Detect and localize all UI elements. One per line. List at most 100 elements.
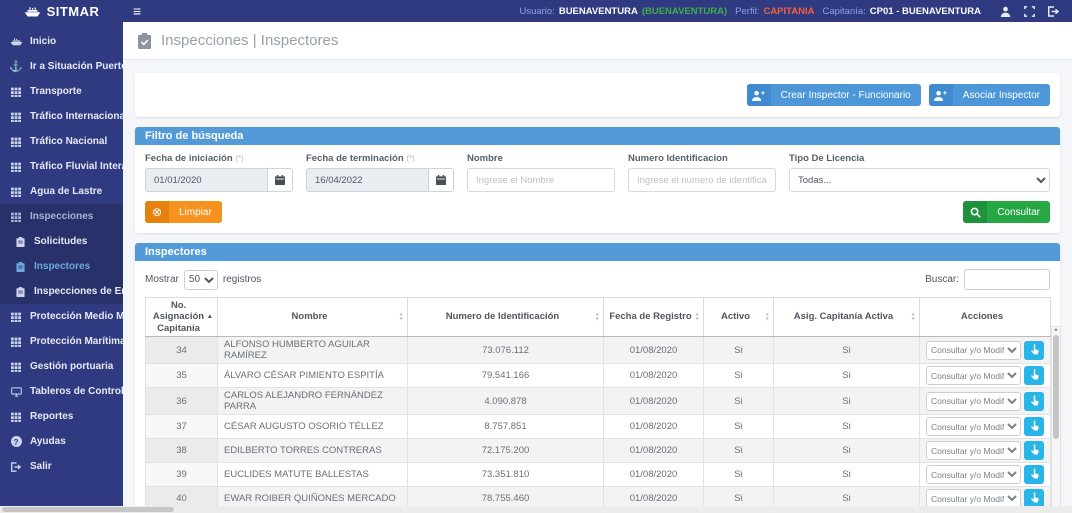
page-size-select[interactable]: 50 [184, 270, 218, 290]
hand-pointer-icon [1029, 443, 1040, 458]
cell-active: Si [704, 415, 774, 439]
sidebar-item-reportes[interactable]: Reportes [0, 404, 123, 429]
go-action-button[interactable] [1024, 417, 1044, 436]
brand-text: SITMAR [47, 4, 100, 19]
logout-icon[interactable] [1048, 6, 1060, 17]
calendar-icon[interactable] [267, 169, 292, 191]
captaincy-label: Capitanía: [822, 6, 865, 17]
sidebar-item-inspectores[interactable]: Inspectores [0, 254, 123, 279]
sidebar-item-solicitudes[interactable]: Solicitudes [0, 229, 123, 254]
session-info: Usuario: BUENAVENTURA (BUENAVENTURA) Per… [519, 6, 981, 17]
associate-inspector-button[interactable]: Asociar Inspector [929, 84, 1050, 106]
profile-value: CAPITANIA [763, 6, 814, 17]
column-header-identificacion[interactable]: Numero de Identificación▲▼ [408, 298, 604, 337]
sidebar-item-label: Protección Medio Marino [30, 311, 123, 322]
row-action-select[interactable]: Consultar y/o Modificar [926, 441, 1021, 460]
table-vertical-scrollbar[interactable]: ▲ ▼ [1051, 326, 1061, 513]
sidebar-item-label: Inspecciones [30, 211, 93, 222]
table-row: 35 ÁLVARO CÉSAR PIMIENTO ESPITÍA 79.541.… [146, 364, 1051, 388]
grid-icon [9, 112, 23, 122]
user-value: BUENAVENTURA [559, 6, 638, 17]
start-date-input[interactable] [146, 169, 267, 191]
cell-active: Si [704, 439, 774, 463]
scrollbar-thumb[interactable] [2, 507, 174, 512]
id-number-input[interactable] [628, 168, 776, 192]
cell-name: CARLOS ALEJANDRO FERNÁNDEZ PARRA [218, 388, 408, 415]
filter-panel: Filtro de búsqueda Fecha de iniciación (… [135, 127, 1060, 233]
table-search-input[interactable] [964, 269, 1050, 290]
sidebar-item-proteccion-medio-marino[interactable]: Protección Medio Marino [0, 304, 123, 329]
row-action-select[interactable]: Consultar y/o Modificar [926, 341, 1021, 360]
cell-name: EDILBERTO TORRES CONTRERAS [218, 439, 408, 463]
sidebar-item-label: Ir a Situación Puertos [30, 61, 123, 72]
sidebar-item-gestion-portuaria[interactable]: Gestión portuaria [0, 354, 123, 379]
column-header-nombre[interactable]: Nombre▲▼ [218, 298, 408, 337]
clipboard-icon [13, 237, 27, 247]
column-header-activo[interactable]: Activo▲▼ [704, 298, 774, 337]
sidebar-item-agua-de-lastre[interactable]: Agua de Lastre [0, 179, 123, 204]
go-action-button[interactable] [1024, 366, 1044, 385]
cell-id: 73.076.112 [408, 337, 604, 364]
hand-pointer-icon [1029, 368, 1040, 383]
fullscreen-icon[interactable] [1024, 6, 1035, 17]
sidebar-item-ayudas[interactable]: ? Ayudas [0, 429, 123, 454]
calendar-icon[interactable] [428, 169, 453, 191]
brand[interactable]: SITMAR [0, 4, 123, 19]
sidebar-item-transporte[interactable]: Transporte [0, 79, 123, 104]
sidebar-item-inicio[interactable]: Inicio [0, 29, 123, 54]
sidebar-item-trafico-nacional[interactable]: Tráfico Nacional [0, 129, 123, 154]
column-header-fecha[interactable]: Fecha de Registro▲▼ [604, 298, 704, 337]
sort-icon: ▲▼ [765, 313, 770, 322]
sort-asc-icon: ▲ [207, 313, 213, 321]
table-row: 36 CARLOS ALEJANDRO FERNÁNDEZ PARRA 4.09… [146, 388, 1051, 415]
sidebar-item-salir[interactable]: Salir [0, 454, 123, 479]
sidebar-item-situacion-puertos[interactable]: ⚓ Ir a Situación Puertos [0, 54, 123, 79]
cell-assign: Si [774, 364, 920, 388]
column-header-no[interactable]: No. Asignación Capitanía▲ [146, 298, 218, 337]
cell-active: Si [704, 388, 774, 415]
column-header-asig[interactable]: Asig. Capitanía Activa▲▼ [774, 298, 920, 337]
sidebar-item-trafico-fluvial[interactable]: Tráfico Fluvial Inter/Nal [0, 154, 123, 179]
sidebar-item-proteccion-maritima[interactable]: Protección Marítima [0, 329, 123, 354]
hand-pointer-icon [1029, 343, 1040, 358]
filter-panel-title: Filtro de búsqueda [135, 127, 1060, 145]
scrollbar-thumb[interactable] [1053, 335, 1059, 439]
name-input[interactable] [467, 168, 615, 192]
end-date-input[interactable] [307, 169, 428, 191]
inspectors-table: No. Asignación Capitanía▲ Nombre▲▼ Numer… [145, 297, 1051, 511]
sidebar-item-trafico-internacional[interactable]: Tráfico Internacional [0, 104, 123, 129]
page-title-bar: Inspecciones | Inspectores [123, 22, 1072, 60]
page-horizontal-scrollbar[interactable] [0, 506, 1072, 513]
grid-icon [9, 162, 23, 172]
scroll-up-arrow-icon[interactable]: ▲ [1053, 327, 1058, 334]
sidebar-item-label: Tráfico Internacional [30, 111, 123, 122]
create-inspector-button[interactable]: Crear Inspector - Funcionario [747, 84, 921, 106]
cell-assign: Si [774, 415, 920, 439]
clear-button[interactable]: ⊗ Limpiar [145, 201, 222, 223]
question-icon: ? [9, 436, 23, 447]
go-action-button[interactable] [1024, 392, 1044, 411]
sidebar-item-label: Tableros de Control [30, 386, 123, 397]
cell-date: 01/08/2020 [604, 364, 704, 388]
go-action-button[interactable] [1024, 465, 1044, 484]
sidebar-item-inspecciones-empresas[interactable]: Inspecciones de Empresas [0, 279, 123, 304]
sidebar-item-inspecciones[interactable]: Inspecciones [0, 204, 123, 229]
row-action-select[interactable]: Consultar y/o Modificar [926, 366, 1021, 385]
search-label: Consultar [987, 201, 1050, 223]
end-date-field [306, 168, 454, 192]
toolbar-card: Crear Inspector - Funcionario Asociar In… [135, 73, 1060, 117]
license-type-select[interactable]: Todas... [789, 168, 1050, 192]
search-button[interactable]: Consultar [963, 201, 1050, 223]
row-action-select[interactable]: Consultar y/o Modificar [926, 465, 1021, 484]
go-action-button[interactable] [1024, 341, 1044, 360]
hamburger-icon[interactable]: ≡ [133, 4, 141, 18]
person-plus-icon [747, 84, 771, 106]
go-action-button[interactable] [1024, 441, 1044, 460]
monitor-icon [9, 387, 23, 397]
sidebar-item-tableros-de-control[interactable]: Tableros de Control [0, 379, 123, 404]
row-action-select[interactable]: Consultar y/o Modificar [926, 392, 1021, 411]
clear-circle-icon: ⊗ [145, 201, 169, 223]
user-icon[interactable] [1000, 6, 1011, 17]
sidebar-item-label: Solicitudes [34, 236, 87, 247]
row-action-select[interactable]: Consultar y/o Modificar [926, 417, 1021, 436]
